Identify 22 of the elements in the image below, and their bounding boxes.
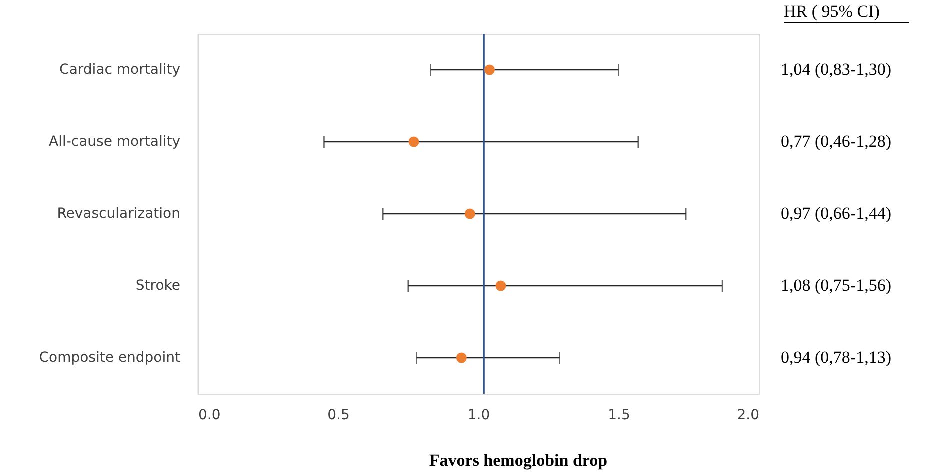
data-label: 0,94 (0,78-1,13) [781,348,892,367]
point [456,352,467,364]
data-label: 0,77 (0,46-1,28) [781,132,892,151]
point [464,208,476,220]
y-tick-label: Composite endpoint [39,350,182,366]
x-tick-label: 0.5 [328,408,350,424]
point [484,64,495,76]
data-label: 1,04 (0,83-1,30) [781,60,892,79]
x-tick-label: 0.0 [198,408,221,424]
y-tick-label: Cardiac mortality [60,62,180,78]
y-tick-label: Stroke [136,278,180,294]
text: HR ( 95% CI) [784,2,880,21]
data-label: 0,97 (0,66-1,44) [781,204,892,223]
data-label: 1,08 (0,75-1,56) [781,276,892,295]
y-tick-label: All-cause mortality [49,134,180,150]
x-tick-label: 1.0 [468,408,490,424]
x-axis-title: Favors hemoglobin drop [429,451,608,470]
point [496,280,506,292]
x-tick-label: 2.0 [737,408,760,424]
point [408,136,420,148]
x-tick-label: 1.5 [608,408,630,424]
y-tick-label: Revascularization [57,206,180,222]
